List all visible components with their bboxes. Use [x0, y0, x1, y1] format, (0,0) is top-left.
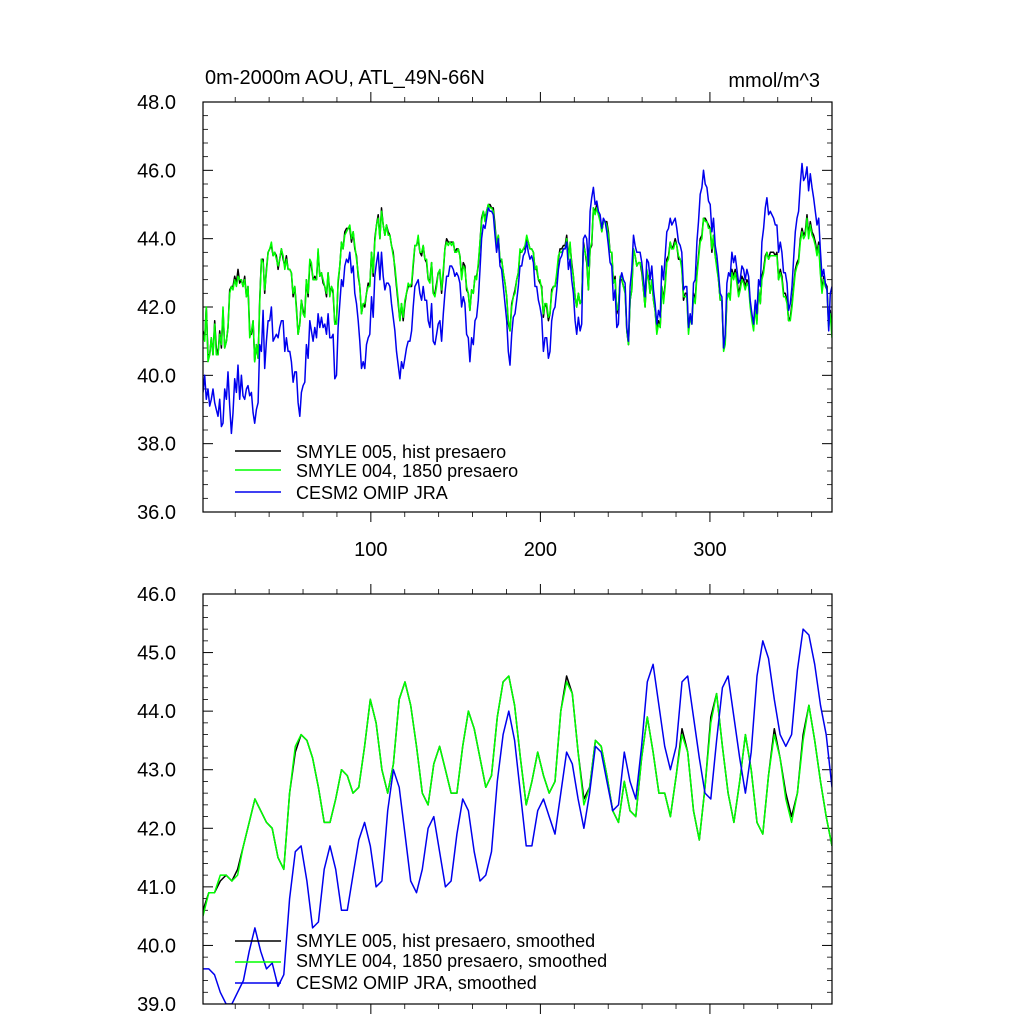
top-x-tick-label: 300	[693, 539, 726, 561]
bottom-legend-entry: SMYLE 004, 1850 presaero, smoothed	[235, 951, 607, 971]
top-panel-series	[203, 162, 832, 435]
bottom-legend-entry: SMYLE 005, hist presaero, smoothed	[235, 931, 595, 951]
top-y-tick-label: 36.0	[137, 502, 176, 524]
bottom-legend-entry: CESM2 OMIP JRA, smoothed	[235, 973, 537, 993]
top-panel-plot-frame	[202, 101, 833, 513]
bottom-series-line	[203, 628, 832, 1004]
top-y-tick-label: 46.0	[137, 160, 176, 182]
bottom-panel: 39.0 40.0 41.0 42.0 43.0 44.0 45.0 46.0 SMYLE 0…	[137, 584, 833, 1016]
bottom-legend-label: CESM2 OMIP JRA, smoothed	[296, 973, 537, 993]
top-legend-entry: SMYLE 005, hist presaero	[235, 442, 506, 462]
top-legend-entry: CESM2 OMIP JRA	[235, 483, 448, 503]
top-panel-title: 0m-2000m AOU, ATL_49N-66N	[205, 67, 485, 89]
bottom-series-line	[203, 675, 832, 917]
top-x-tick-label: 100	[354, 539, 387, 561]
top-legend-label: SMYLE 005, hist presaero	[296, 442, 506, 462]
bottom-y-tick-label: 39.0	[137, 994, 176, 1016]
top-y-tick-label: 48.0	[137, 92, 176, 114]
bottom-y-tick-label: 40.0	[137, 935, 176, 957]
top-panel-y-tick-labels: 36.0 38.0 40.0 42.0 44.0 46.0 48.0	[137, 92, 176, 524]
bottom-panel-legend: SMYLE 005, hist presaero, smoothed SMYLE…	[235, 931, 607, 993]
bottom-y-tick-label: 45.0	[137, 643, 176, 665]
top-panel-legend: SMYLE 005, hist presaero SMYLE 004, 1850…	[235, 442, 518, 503]
bottom-panel-series	[203, 628, 832, 1004]
bottom-legend-label: SMYLE 005, hist presaero, smoothed	[296, 931, 595, 951]
bottom-y-tick-label: 42.0	[137, 818, 176, 840]
top-panel-x-tick-labels: 100 200 300	[354, 539, 726, 561]
top-x-tick-label: 200	[524, 539, 557, 561]
bottom-y-tick-label: 46.0	[137, 584, 176, 606]
bottom-y-tick-label: 43.0	[137, 760, 176, 782]
bottom-panel-plot-frame	[202, 593, 833, 1005]
top-series-line	[203, 203, 832, 363]
top-y-tick-label: 42.0	[137, 297, 176, 319]
top-panel-units-label: mmol/m^3	[728, 70, 820, 92]
top-legend-entry: SMYLE 004, 1850 presaero	[235, 461, 518, 481]
top-legend-label: CESM2 OMIP JRA	[296, 483, 448, 503]
top-y-tick-label: 44.0	[137, 229, 176, 251]
bottom-y-tick-label: 44.0	[137, 701, 176, 723]
top-legend-label: SMYLE 004, 1850 presaero	[296, 461, 518, 481]
top-series-line	[203, 162, 832, 435]
top-panel: 0m-2000m AOU, ATL_49N-66N mmol/m^3 36.03…	[137, 67, 833, 561]
bottom-y-tick-label: 41.0	[137, 877, 176, 899]
top-y-tick-label: 40.0	[137, 365, 176, 387]
top-y-tick-label: 38.0	[137, 434, 176, 456]
bottom-panel-y-tick-labels: 39.0 40.0 41.0 42.0 43.0 44.0 45.0 46.0	[137, 584, 176, 1016]
bottom-legend-label: SMYLE 004, 1850 presaero, smoothed	[296, 951, 607, 971]
